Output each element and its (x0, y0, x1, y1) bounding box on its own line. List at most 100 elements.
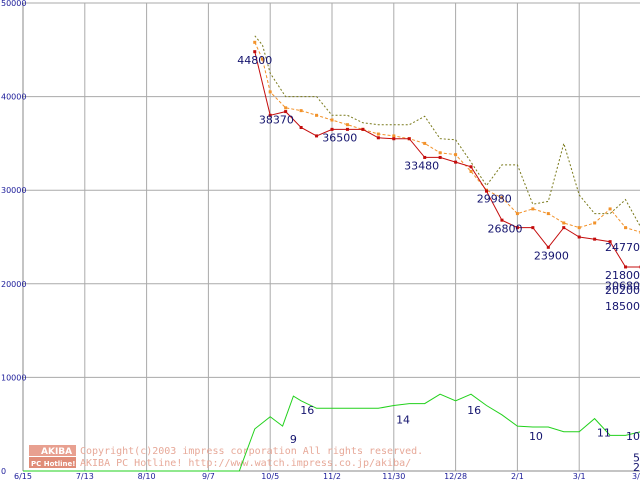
annotations: 44800 38370 36500 33480 29980 26800 23900 24770… (237, 54, 640, 474)
y-tick-label: 30000 (1, 186, 26, 195)
point-marker-min (515, 226, 519, 230)
akiba-logo-bottom (29, 457, 76, 468)
point-marker-min (562, 226, 566, 230)
x-tick-label: 11/2 (323, 472, 341, 480)
y-tick-label: 0 (1, 467, 6, 476)
point-marker-min (624, 265, 628, 269)
point-marker-average (438, 151, 442, 155)
point-marker-min (608, 240, 612, 244)
x-tick-label: 11/30 (382, 472, 405, 480)
x-tick-label: 2/1 (511, 472, 524, 480)
data-label: 20200 (605, 284, 640, 297)
data-label: 36500 (322, 132, 357, 145)
series-line-max (254, 35, 640, 227)
series-line-count (23, 393, 640, 472)
point-marker-min (284, 110, 288, 114)
x-tick-label: 10/5 (261, 472, 279, 480)
point-marker-average (500, 196, 504, 200)
data-label: 9 (290, 433, 297, 446)
x-tick-label: 3/1 (573, 472, 586, 480)
point-marker-average (330, 118, 334, 122)
data-label: 24770 (605, 241, 640, 254)
y-tick-label: 10000 (1, 373, 26, 382)
point-marker-average (469, 169, 473, 173)
hotline-logo-text: PC Hotline! (31, 460, 75, 468)
point-marker-min (469, 165, 473, 169)
series-line-min (254, 51, 640, 268)
point-marker-average (284, 106, 288, 110)
point-marker-average (624, 226, 628, 230)
series-line-average (254, 42, 640, 233)
series-max (254, 35, 640, 227)
akiba-logo-top (29, 445, 76, 456)
data-label: 18500 (605, 300, 640, 313)
point-marker-average (608, 207, 612, 211)
point-marker-min (330, 127, 334, 131)
point-marker-average (260, 57, 264, 61)
point-marker-min (454, 160, 458, 164)
data-label: 33480 (404, 160, 439, 173)
point-marker-average (392, 134, 396, 138)
point-marker-average (268, 90, 272, 94)
y-tick-label: 20000 (1, 280, 26, 289)
point-marker-min (500, 218, 504, 222)
x-tick-label: 12/28 (444, 472, 467, 480)
data-label: 26800 (488, 222, 523, 235)
data-label: 23900 (534, 249, 569, 262)
point-marker-average (531, 207, 535, 211)
point-marker-average (423, 141, 427, 145)
point-marker-average (376, 132, 380, 136)
data-label: 5 (633, 452, 640, 465)
point-marker-min (315, 134, 319, 138)
data-label: 20680 (605, 279, 640, 292)
point-marker-min (485, 189, 488, 193)
point-marker-min (423, 155, 427, 159)
grid (23, 2, 640, 471)
point-marker-average (454, 153, 458, 157)
data-label: 38370 (259, 114, 294, 127)
y-tick-label: 50000 (1, 0, 26, 8)
series-average (253, 40, 640, 234)
series-min (253, 50, 640, 269)
x-tick-label: 8/10 (138, 472, 156, 480)
point-marker-min (531, 226, 535, 230)
point-marker-average (577, 226, 581, 230)
point-marker-min (361, 127, 365, 131)
point-marker-average (593, 221, 597, 225)
data-label: 16 (300, 404, 314, 417)
data-label: 16 (467, 404, 481, 417)
x-tick-label: 9/7 (202, 472, 215, 480)
akiba-logo-text: AKIBA (41, 447, 72, 457)
point-marker-average (345, 123, 349, 127)
data-label: 2 (633, 461, 640, 474)
point-marker-min (253, 50, 257, 54)
data-label: 29980 (477, 192, 512, 205)
x-axis-ticks: 6/15 7/13 8/10 9/7 10/5 11/2 11/30 12/28 2/1 3/1 3… (14, 472, 640, 480)
point-marker-min (268, 113, 272, 117)
point-marker-average (253, 40, 257, 44)
data-label: 11 (597, 426, 611, 439)
point-marker-average (546, 212, 550, 216)
series (23, 35, 640, 472)
data-label: 10 (529, 430, 543, 443)
point-marker-average (299, 109, 303, 113)
data-label: 21800 (605, 269, 640, 282)
x-tick-label: 6/15 (14, 472, 32, 480)
x-tick-label: 3/29 (632, 472, 640, 480)
point-marker-min (299, 125, 303, 129)
point-marker-min (345, 127, 349, 131)
data-label: 14 (396, 413, 410, 426)
point-marker-min (577, 235, 581, 239)
point-marker-min (407, 137, 411, 141)
data-label: 44800 (237, 54, 272, 67)
site-url-line: AKIBA PC Hotline! http://www.watch.impre… (80, 458, 411, 469)
point-marker-average (562, 221, 566, 225)
copyright-watermark: AKIBA PC Hotline! Copyright(c)2003 impre… (29, 445, 423, 469)
point-marker-min (392, 137, 396, 141)
point-marker-min (376, 136, 380, 140)
y-tick-label: 40000 (1, 93, 26, 102)
point-marker-average (515, 212, 519, 216)
copyright-line: Copyright(c)2003 impress corporation All… (80, 446, 423, 457)
series-count (23, 393, 640, 472)
